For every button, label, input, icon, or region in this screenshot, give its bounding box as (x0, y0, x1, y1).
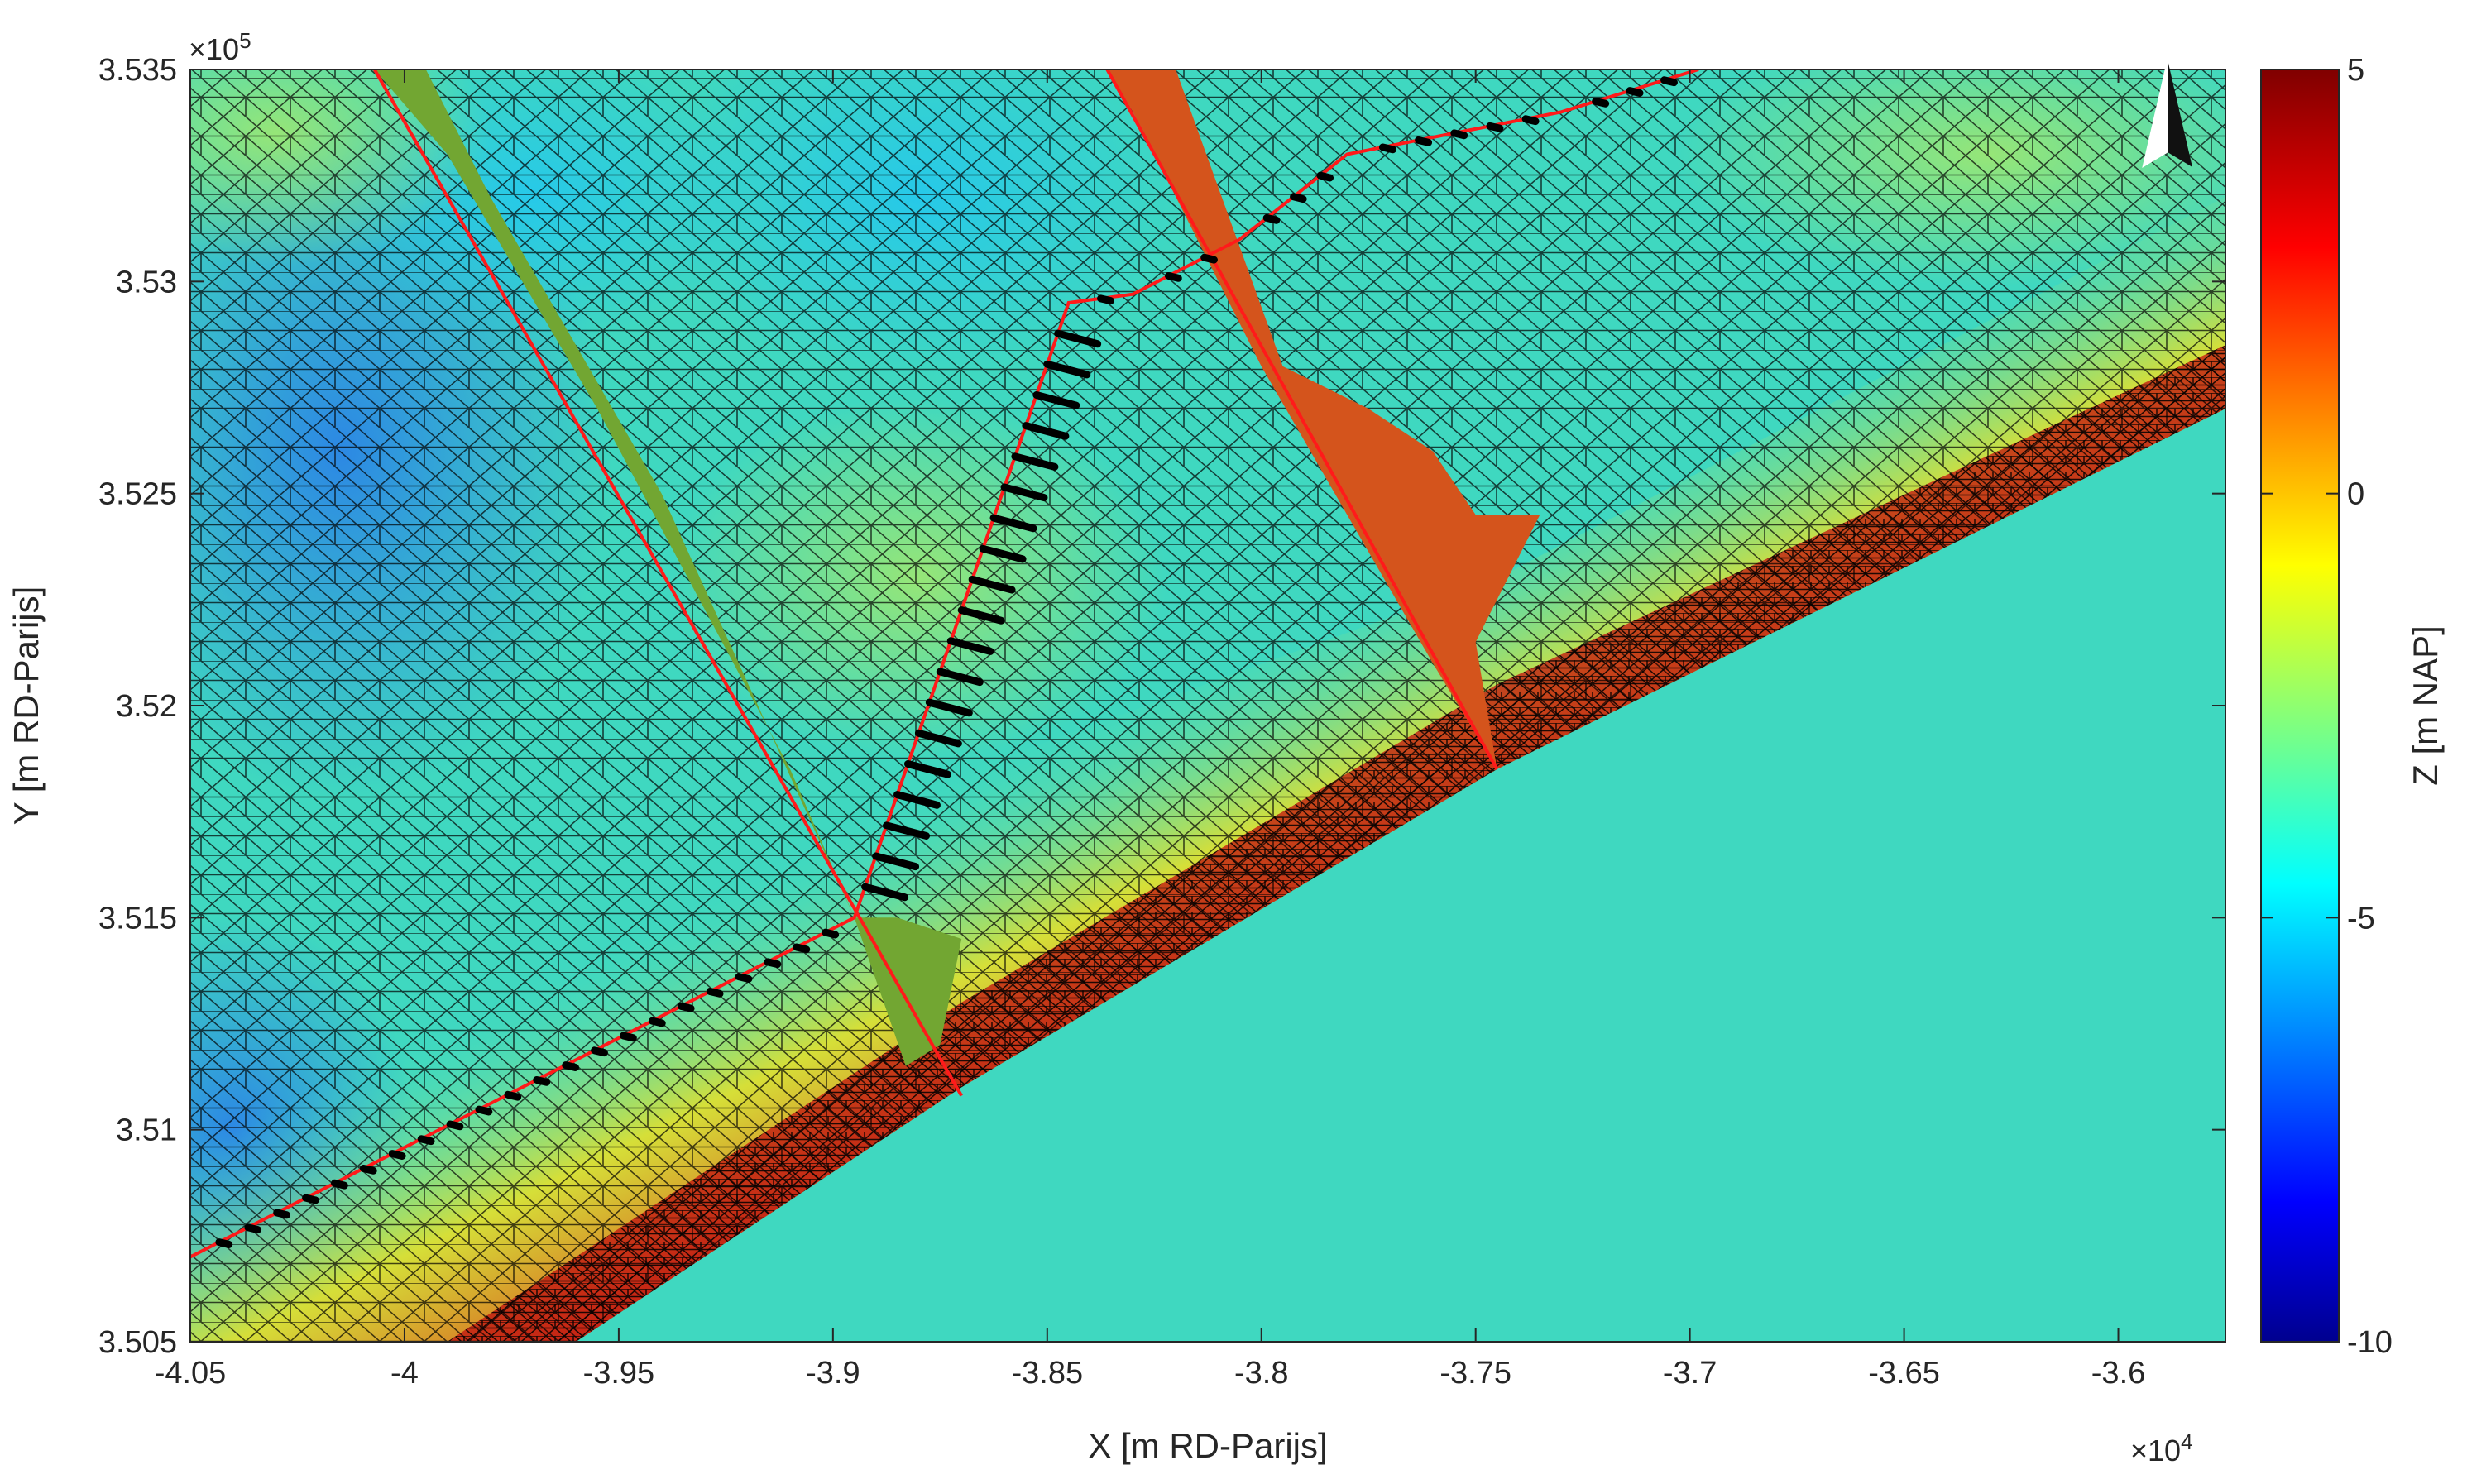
boundary-marker (1262, 213, 1281, 224)
boundary-marker (1011, 452, 1059, 471)
y-axis-label: Y [m RD-Parijs] (7, 586, 46, 826)
boundary-marker (1378, 143, 1396, 154)
x-tick-label: -3.9 (806, 1356, 860, 1391)
boundary-marker (1165, 271, 1182, 282)
boundary-marker (620, 1032, 637, 1042)
colorbar: 5 0 -5 -10 (2260, 53, 2393, 1360)
y-tick-label: 3.53 (116, 265, 177, 299)
transect-east-line (1105, 69, 1499, 770)
boundary-marker (417, 1135, 435, 1146)
y-tick-label: 3.505 (98, 1325, 177, 1360)
x-axis-multiplier: ×104 (2130, 1429, 2193, 1467)
axes: -4.05 -4 -3.95 -3.9 -3.85 -3.8 -3.75 -3.7 -3.65 -… (98, 53, 2226, 1391)
boundary-marker (872, 852, 920, 871)
boundary-marker (946, 637, 994, 655)
boundary-marker (893, 791, 941, 809)
boundary-marker (883, 821, 931, 840)
boundary-marker (359, 1164, 377, 1175)
boundary-marker (1290, 193, 1307, 203)
y-tick-label: 3.535 (98, 53, 177, 88)
colorbar-tick-label: -5 (2347, 901, 2375, 936)
colorbar-gradient (2260, 69, 2340, 1343)
x-tick-label: -4 (390, 1356, 419, 1391)
boundary-marker (562, 1061, 580, 1071)
boundary-marker (1097, 294, 1115, 305)
boundary-marker (925, 698, 973, 717)
boundary-marker (1450, 129, 1468, 140)
boundary-marker (1032, 390, 1080, 409)
y-tick-label: 3.525 (98, 477, 177, 512)
boundary-marker (475, 1105, 493, 1116)
boundary-marker (244, 1223, 262, 1234)
x-axis-label: X [m RD-Parijs] (1088, 1426, 1327, 1465)
boundary-marker (388, 1150, 406, 1160)
east-transect-polygon (1107, 69, 1540, 769)
boundary-marker (1200, 253, 1218, 264)
boundary-marker (1000, 483, 1048, 502)
north-arrow-icon (2142, 59, 2192, 169)
fine-mesh (447, 345, 2225, 1342)
boundary-marker (648, 1017, 666, 1027)
boundary-marker (989, 514, 1037, 533)
boundary-marker (822, 928, 840, 939)
boundary-marker (706, 987, 724, 998)
colorbar-tick-label: -10 (2347, 1325, 2393, 1360)
x-tick-label: -3.6 (2091, 1356, 2145, 1391)
boundary-marker (1626, 87, 1644, 97)
computational-mesh (190, 69, 2225, 1342)
west-transect-polygon (374, 69, 962, 1066)
boundary-marker (979, 544, 1027, 563)
boundary-marker (591, 1046, 608, 1057)
boundary-marker (215, 1238, 233, 1248)
boundary-marker (957, 606, 1005, 625)
y-tick-label: 3.515 (98, 901, 177, 936)
boundary-marker (273, 1209, 290, 1219)
boundary-marker (1660, 76, 1678, 87)
boundary-marker (914, 729, 962, 748)
x-tick-label: -4.05 (155, 1356, 227, 1391)
boundary-marker (533, 1075, 551, 1086)
boundary-marker (764, 958, 782, 969)
y-tick-label: 3.51 (116, 1113, 177, 1148)
x-tick-label: -3.65 (1868, 1356, 1940, 1391)
boundary-marker (1316, 171, 1334, 182)
boundary-marker (735, 973, 753, 983)
boundary-marker (302, 1194, 319, 1204)
boundary-marker (861, 883, 909, 902)
boundary-marker (1521, 115, 1540, 126)
colorbar-tick-label: 0 (2347, 477, 2364, 512)
y-axis-multiplier: ×105 (189, 28, 251, 66)
boundary-marker (1022, 422, 1070, 440)
bathymetry-map (190, 69, 2225, 1342)
x-tick-label: -3.7 (1663, 1356, 1717, 1391)
y-tick-label: 3.52 (116, 689, 177, 724)
boundary-marker (1486, 122, 1504, 132)
x-tick-label: -3.85 (1011, 1356, 1083, 1391)
boundary-marker (331, 1179, 348, 1190)
boundary-marker (1054, 329, 1102, 348)
colorbar-tick-label: 5 (2347, 53, 2364, 88)
boundary-marker (1592, 97, 1610, 108)
x-tick-label: -3.8 (1234, 1356, 1288, 1391)
boundary-marker (504, 1090, 522, 1101)
boundary-marker (1043, 360, 1091, 379)
boundary-marker (446, 1120, 464, 1131)
transect-west-line (372, 69, 963, 1097)
x-tick-label: -3.95 (583, 1356, 655, 1391)
x-tick-label: -3.75 (1439, 1356, 1511, 1391)
boundary-marker (936, 668, 984, 687)
colorbar-label: Z [m NAP] (2406, 625, 2445, 786)
boundary-marker (903, 759, 951, 778)
boundary-marker (1415, 136, 1433, 146)
boundary-marker (793, 943, 811, 954)
boundary-marker (677, 1002, 695, 1012)
boundary-marker (968, 575, 1016, 594)
